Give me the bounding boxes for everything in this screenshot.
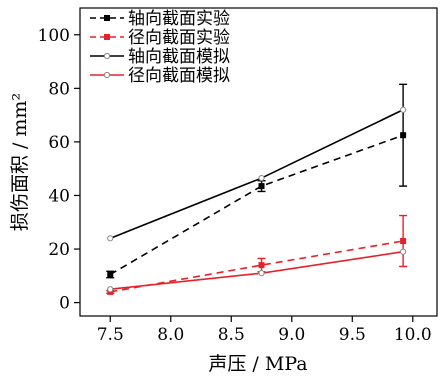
x-tick-label: 10.0	[394, 325, 432, 345]
x-tick-label: 7.5	[97, 325, 124, 345]
legend-marker	[104, 15, 110, 21]
legend-item: 径向截面模拟	[90, 66, 230, 86]
series-line	[110, 240, 404, 293]
legend-label: 轴向截面实验	[128, 9, 230, 29]
data-point	[258, 183, 265, 190]
x-tick-label: 8.5	[218, 325, 245, 345]
y-tick-label: 100	[38, 26, 70, 46]
series-3	[107, 106, 407, 242]
y-tick-label: 40	[48, 186, 70, 206]
plot-frame	[79, 7, 438, 317]
data-point	[107, 286, 114, 293]
data-point	[400, 248, 407, 255]
y-tick-label: 20	[48, 240, 70, 260]
y-tick-label: 60	[48, 133, 70, 153]
x-tick-label: 9.0	[278, 325, 305, 345]
legend-label: 轴向截面模拟	[128, 47, 230, 67]
series-line	[110, 250, 404, 291]
data-point	[400, 106, 407, 113]
legend-marker	[103, 52, 111, 60]
series-layer	[106, 83, 408, 295]
series-1	[106, 83, 408, 279]
data-point	[400, 132, 407, 139]
legend-item: 轴向截面实验	[90, 9, 230, 29]
y-axis-title: 损伤面积 / mm²	[9, 93, 31, 231]
legend-item: 径向截面实验	[90, 28, 230, 48]
series-line	[109, 134, 404, 276]
y-tick-label: 0	[59, 294, 70, 314]
x-tick-label: 8.0	[157, 325, 184, 345]
series-2	[106, 214, 408, 295]
data-point	[258, 262, 265, 269]
x-axis-ticks: 7.5 8.0 8.5 9.0 9.5 10.0	[97, 316, 432, 345]
series-line	[109, 109, 404, 240]
y-axis-ticks: 0 20 40 60 80 100	[38, 26, 80, 314]
series-4	[107, 248, 407, 293]
data-point	[258, 174, 265, 182]
legend-marker	[104, 34, 110, 40]
data-point	[107, 235, 114, 242]
legend-label: 径向截面模拟	[128, 66, 230, 86]
legend-item: 轴向截面模拟	[90, 47, 230, 67]
legend-label: 径向截面实验	[128, 28, 230, 48]
data-point	[107, 271, 114, 278]
data-point	[400, 238, 407, 245]
y-tick-label: 80	[48, 79, 70, 99]
x-axis-title: 声压 / MPa	[208, 353, 307, 375]
data-point	[258, 270, 265, 277]
x-tick-label: 9.5	[339, 325, 366, 345]
legend-marker	[103, 71, 111, 79]
